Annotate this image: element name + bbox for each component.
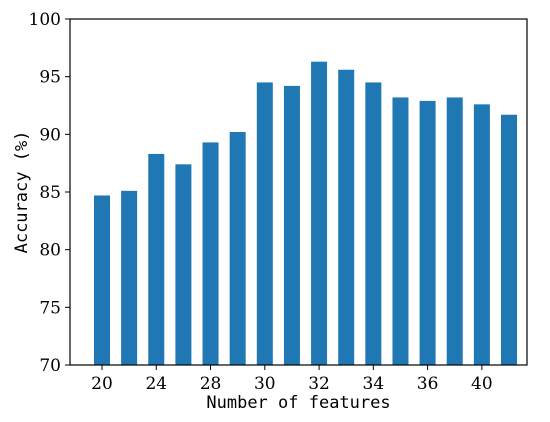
bars-layer	[94, 61, 517, 366]
bar	[501, 114, 517, 365]
bar	[121, 190, 138, 365]
y-axis-title: Accuracy (%)	[12, 131, 32, 254]
x-tick-label: 36	[417, 374, 439, 394]
bar	[311, 61, 328, 365]
x-axis-title: Number of features	[206, 393, 390, 413]
y-tick-label: 85	[39, 183, 61, 203]
bar	[283, 85, 300, 365]
x-tick-label: 30	[254, 374, 276, 394]
bar	[175, 164, 192, 365]
x-tick-label: 34	[363, 374, 385, 394]
bar	[148, 153, 165, 365]
y-tick-label: 70	[39, 356, 61, 376]
bar	[229, 132, 246, 365]
bar	[419, 100, 436, 366]
bar	[94, 195, 110, 365]
x-tick-label: 20	[91, 374, 113, 394]
x-tick-label: 32	[308, 374, 330, 394]
y-axis-ticks: 70 75 80 85 90 95 100	[29, 10, 70, 376]
bar	[365, 82, 382, 365]
y-tick-label: 100	[29, 10, 61, 30]
x-tick-label: 28	[200, 374, 222, 394]
x-tick-label: 24	[145, 374, 167, 394]
bar	[338, 69, 355, 365]
bar	[202, 142, 219, 365]
bar	[473, 104, 490, 365]
y-tick-label: 95	[39, 68, 61, 88]
y-tick-label: 75	[39, 298, 61, 318]
bar	[392, 97, 409, 365]
y-tick-label: 80	[39, 241, 61, 261]
y-tick-label: 90	[39, 125, 61, 145]
bar	[256, 82, 273, 365]
x-tick-label: 40	[471, 374, 493, 394]
x-axis-ticks: 20 24 28 30 32 34 36 40	[91, 365, 493, 394]
bar	[446, 97, 463, 365]
